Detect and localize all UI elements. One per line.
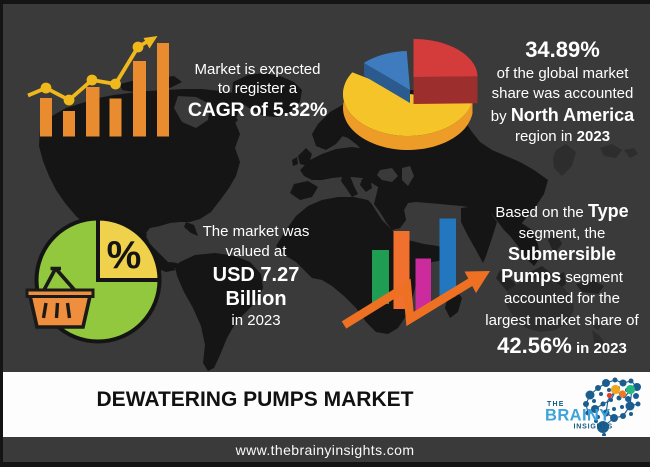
svg-text:INSIGHTS: INSIGHTS: [574, 424, 613, 431]
svg-text:%: %: [107, 234, 142, 277]
svg-text:BRAINY: BRAINY: [545, 407, 611, 425]
svg-text:THE: THE: [547, 401, 565, 408]
